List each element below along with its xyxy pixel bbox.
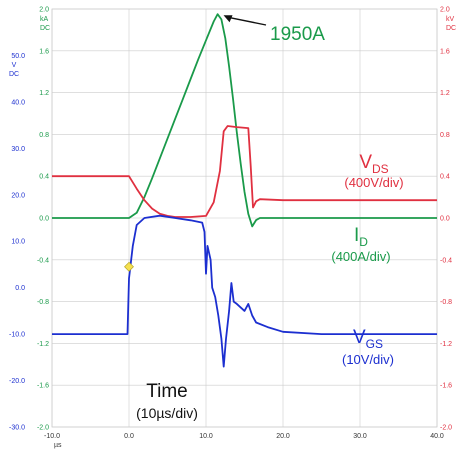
- time-scale-label: (10µs/div): [136, 405, 198, 421]
- vds-unit-label: kV: [446, 16, 455, 23]
- vgs-tick-label: 20.0: [11, 192, 25, 199]
- vgs-tick-label: -20.0: [9, 378, 25, 385]
- vds-tick-label: -1.2: [440, 341, 452, 348]
- id-tick-label: -0.8: [37, 299, 49, 306]
- vds-tick-label: 2.0: [440, 7, 450, 14]
- peak-arrow-head: [223, 15, 233, 23]
- vds-unit-dc: DC: [446, 25, 456, 32]
- id-unit-label: kA: [40, 16, 49, 23]
- vgs-tick-label: 0.0: [15, 285, 25, 292]
- vds-tick-label: 1.2: [440, 90, 450, 97]
- vds-tick-label: 0.8: [440, 132, 450, 139]
- id-tick-label: -1.6: [37, 383, 49, 390]
- time-tick-label: 20.0: [276, 433, 290, 440]
- vgs-tick-label: 30.0: [11, 146, 25, 153]
- drain-source-voltage-trace: [52, 125, 437, 218]
- vds-symbol-label: VDS: [359, 152, 388, 176]
- id-tick-label: 1.6: [39, 48, 49, 55]
- id-tick-label: 0.0: [39, 216, 49, 223]
- vgs-tick-label: 10.0: [11, 239, 25, 246]
- vds-axis: kV DC -2.0 -1.6 -1.2 -0.8 -0.4 0.0 0.4 0.8 1.2 1.6 2…: [440, 7, 456, 432]
- drain-current-trace: [52, 13, 437, 228]
- peak-current-label: 1950A: [270, 24, 325, 45]
- vds-tick-label: 0.4: [440, 174, 450, 181]
- vds-tick-label: -1.6: [440, 383, 452, 390]
- time-tick-label: 30.0: [353, 433, 367, 440]
- vgs-symbol-label: VGS: [353, 327, 383, 351]
- id-scale-label: (400A/div): [331, 249, 390, 264]
- vgs-axis: V DC -30.0 -20.0 -10.0 0.0 10.0 20.0 30.0 40.0 50.…: [9, 53, 25, 432]
- time-tick-label: 0.0: [124, 433, 134, 440]
- vds-scale-label: (400V/div): [344, 175, 403, 190]
- time-tick-label: -10.0: [44, 433, 60, 440]
- id-tick-label: -1.2: [37, 341, 49, 348]
- id-tick-label: -2.0: [37, 425, 49, 432]
- vgs-scale-label: (10V/div): [342, 352, 394, 367]
- vgs-tick-label: -10.0: [9, 332, 25, 339]
- vds-tick-label: 0.0: [440, 216, 450, 223]
- time-tick-label: 40.0: [430, 433, 444, 440]
- chart-annotations: 1950A VDS(400V/div) ID(400A/div) VGS(10V/di…: [124, 15, 404, 421]
- id-tick-label: 1.2: [39, 90, 49, 97]
- vgs-tick-label: -30.0: [9, 425, 25, 432]
- vds-tick-label: 1.6: [440, 48, 450, 55]
- vgs-tick-label: 50.0: [11, 53, 25, 60]
- vgs-unit-label: V: [12, 62, 17, 69]
- vds-tick-label: -0.4: [440, 257, 452, 264]
- id-tick-label: -0.4: [37, 257, 49, 264]
- peak-arrow-line: [227, 16, 267, 26]
- time-tick-label: 10.0: [199, 433, 213, 440]
- time-title: Time: [146, 381, 188, 402]
- waveform-traces: [52, 13, 437, 368]
- id-tick-label: 2.0: [39, 7, 49, 14]
- trigger-marker: [124, 261, 134, 272]
- time-axis: -10.0 0.0 10.0 20.0 30.0 40.0 µs: [44, 433, 444, 449]
- vds-tick-label: -2.0: [440, 425, 452, 432]
- vgs-unit-dc: DC: [9, 71, 19, 78]
- id-unit-dc: DC: [40, 25, 50, 32]
- gate-source-voltage-trace: [52, 214, 437, 368]
- id-symbol-label: ID: [354, 225, 368, 249]
- vds-tick-label: -0.8: [440, 299, 452, 306]
- id-axis: kA DC -2.0 -1.6 -1.2 -0.8 -0.4 0.0 0.4 0.8 1.2 1.6 2…: [37, 7, 50, 432]
- vgs-tick-label: 40.0: [11, 99, 25, 106]
- id-tick-label: 0.8: [39, 132, 49, 139]
- time-unit-label: µs: [54, 442, 62, 449]
- id-tick-label: 0.4: [39, 174, 49, 181]
